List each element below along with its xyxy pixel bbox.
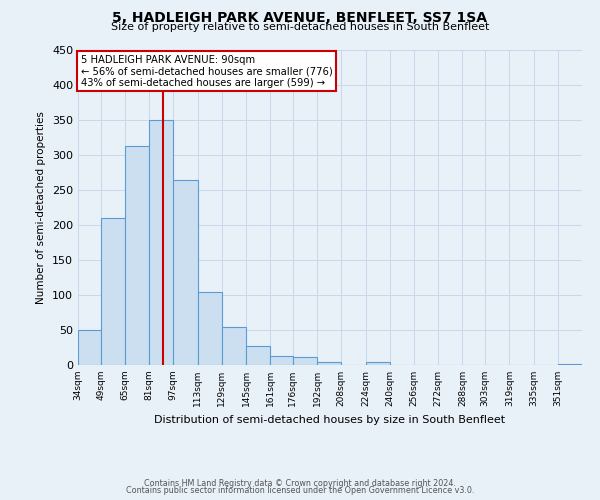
Bar <box>173 180 197 365</box>
Bar <box>222 326 246 365</box>
Text: 5 HADLEIGH PARK AVENUE: 90sqm
← 56% of semi-detached houses are smaller (776)
43: 5 HADLEIGH PARK AVENUE: 90sqm ← 56% of s… <box>80 54 332 88</box>
Bar <box>197 292 222 365</box>
Bar <box>293 358 317 365</box>
Bar <box>270 356 293 365</box>
Bar <box>78 330 101 365</box>
Bar <box>101 218 125 365</box>
Text: Contains HM Land Registry data © Crown copyright and database right 2024.: Contains HM Land Registry data © Crown c… <box>144 478 456 488</box>
Text: Contains public sector information licensed under the Open Government Licence v3: Contains public sector information licen… <box>126 486 474 495</box>
Bar <box>317 362 341 365</box>
Bar <box>149 120 173 365</box>
Text: Size of property relative to semi-detached houses in South Benfleet: Size of property relative to semi-detach… <box>111 22 489 32</box>
X-axis label: Distribution of semi-detached houses by size in South Benfleet: Distribution of semi-detached houses by … <box>154 414 506 424</box>
Bar <box>125 146 149 365</box>
Bar <box>246 346 270 365</box>
Text: 5, HADLEIGH PARK AVENUE, BENFLEET, SS7 1SA: 5, HADLEIGH PARK AVENUE, BENFLEET, SS7 1… <box>113 11 487 25</box>
Bar <box>365 362 390 365</box>
Y-axis label: Number of semi-detached properties: Number of semi-detached properties <box>37 111 46 304</box>
Bar <box>558 364 582 365</box>
